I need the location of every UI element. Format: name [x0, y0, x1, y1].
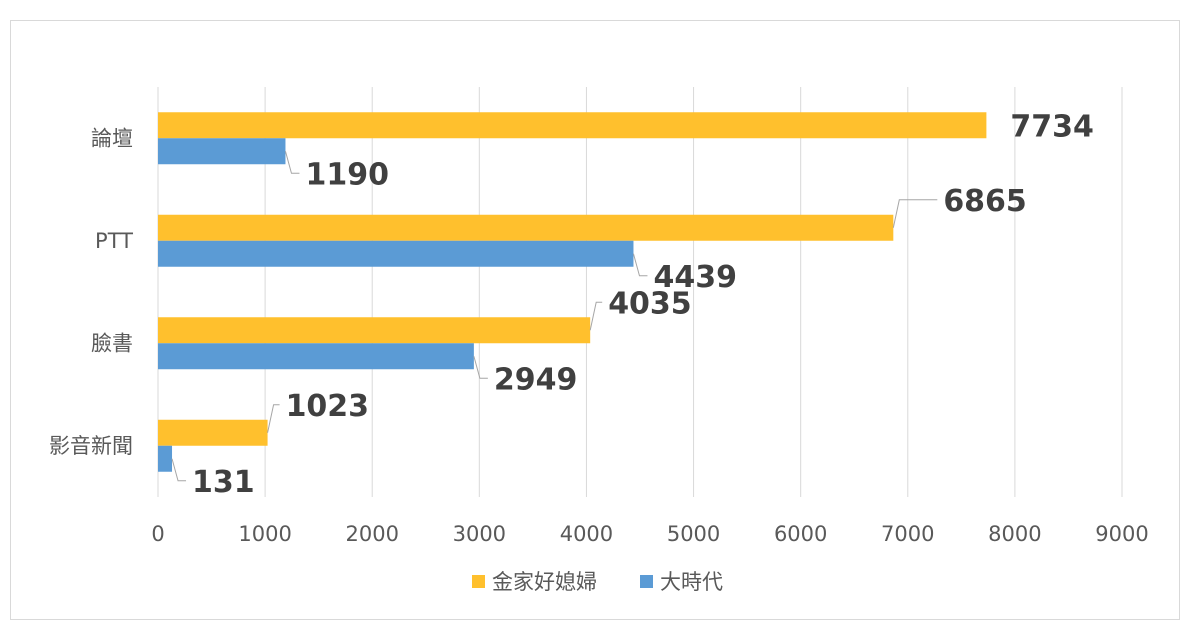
x-tick-label-5000: 5000: [667, 522, 720, 546]
data-label-0-2: 4035: [608, 286, 692, 321]
x-tick-label-8000: 8000: [988, 522, 1041, 546]
leader-line-1-2: [473, 356, 488, 379]
leader-line-0-2: [589, 301, 603, 331]
data-label-0-3: 1023: [286, 389, 370, 424]
legend-label-1: 大時代: [660, 570, 723, 594]
bar-series2-3: [158, 445, 173, 472]
x-tick-label-1000: 1000: [238, 522, 291, 546]
leader-line-1-1: [632, 253, 648, 277]
x-tick-label-7000: 7000: [881, 522, 934, 546]
bar-series2-1: [158, 240, 634, 267]
bar-series2-0: [158, 138, 286, 165]
x-tick-label-0: 0: [151, 522, 164, 546]
bar-series2-2: [158, 343, 474, 370]
data-label-1-1: 4439: [653, 260, 737, 295]
category-label-1: PTT: [95, 229, 133, 253]
leader-line-0-1: [892, 199, 938, 228]
x-tick-label-6000: 6000: [774, 522, 827, 546]
data-label-1-3: 131: [192, 465, 255, 500]
data-label-0-1: 6865: [943, 184, 1027, 219]
data-label-0-0: 7734: [1010, 109, 1094, 144]
bar-series1-3: [158, 419, 268, 446]
x-tick-label-2000: 2000: [345, 522, 398, 546]
leader-line-1-0: [284, 151, 300, 174]
x-tick-label-9000: 9000: [1095, 522, 1148, 546]
category-label-2: 臉書: [91, 331, 133, 355]
bar-series1-0: [158, 112, 987, 139]
bar-series1-2: [158, 317, 591, 344]
x-tick-label-4000: 4000: [560, 522, 613, 546]
leader-line-0-3: [267, 404, 280, 433]
data-label-1-0: 1190: [305, 157, 389, 192]
x-tick-label-3000: 3000: [453, 522, 506, 546]
data-label-1-2: 2949: [494, 362, 578, 397]
bar-series1-1: [158, 214, 894, 241]
legend-swatch-1: [640, 575, 653, 588]
leader-line-1-3: [171, 458, 187, 482]
legend-label-0: 金家好媳婦: [492, 570, 597, 594]
category-label-0: 論壇: [91, 126, 133, 150]
legend-swatch-0: [472, 575, 485, 588]
category-label-3: 影音新聞: [49, 434, 133, 458]
